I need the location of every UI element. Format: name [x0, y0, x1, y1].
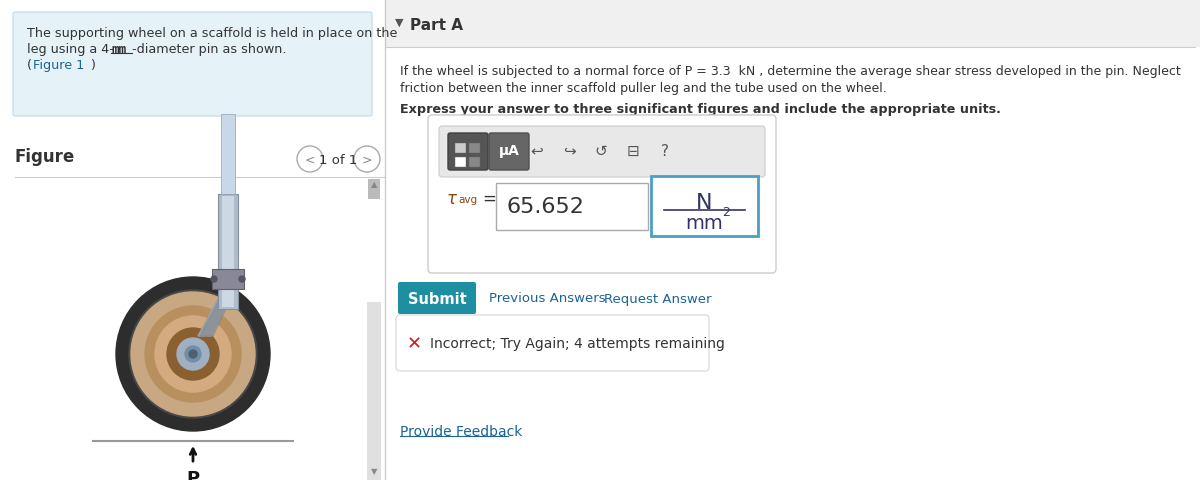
Text: ↪: ↪ [563, 143, 575, 158]
FancyBboxPatch shape [448, 134, 488, 171]
Text: ↺: ↺ [595, 143, 607, 158]
Circle shape [116, 277, 270, 431]
Bar [222, 197, 234, 307]
Text: leg using a 4-: leg using a 4- [28, 43, 114, 56]
Text: ✕: ✕ [407, 334, 421, 352]
Text: mm: mm [685, 214, 722, 232]
Text: >: > [361, 153, 372, 166]
Circle shape [130, 290, 257, 418]
Text: μA: μA [498, 144, 520, 157]
Circle shape [178, 338, 209, 370]
Text: If the wheel is subjected to a normal force of P = 3.3  kN , determine the avera: If the wheel is subjected to a normal fo… [400, 65, 1181, 78]
Bar [455, 157, 466, 168]
FancyBboxPatch shape [490, 134, 529, 171]
Circle shape [190, 350, 197, 358]
Text: τ: τ [446, 190, 457, 207]
Circle shape [239, 276, 245, 282]
Text: friction between the inner scaffold puller leg and the tube used on the wheel.: friction between the inner scaffold pull… [400, 82, 887, 95]
Text: ↩: ↩ [530, 143, 544, 158]
Text: ▲: ▲ [371, 180, 377, 189]
Bar [455, 144, 466, 154]
Circle shape [211, 276, 217, 282]
FancyBboxPatch shape [398, 282, 476, 314]
FancyBboxPatch shape [439, 127, 766, 178]
Polygon shape [200, 285, 238, 336]
Bar [367, 302, 382, 480]
Circle shape [131, 292, 256, 416]
Bar [469, 144, 480, 154]
Text: 65.652: 65.652 [508, 197, 584, 216]
Bar [385, 0, 1200, 48]
FancyBboxPatch shape [13, 13, 372, 117]
Circle shape [185, 346, 202, 362]
Circle shape [145, 306, 241, 402]
Text: Provide Feedback: Provide Feedback [400, 424, 522, 438]
Text: <: < [305, 153, 316, 166]
Text: 1 of 1: 1 of 1 [319, 153, 358, 166]
Text: Submit: Submit [408, 291, 467, 306]
Text: The supporting wheel on a scaffold is held in place on the: The supporting wheel on a scaffold is he… [28, 27, 397, 40]
Text: Request Answer: Request Answer [604, 292, 712, 305]
Text: -diameter pin as shown.: -diameter pin as shown. [132, 43, 287, 56]
Circle shape [167, 328, 220, 380]
Text: P: P [186, 469, 199, 480]
Text: ): ) [90, 59, 95, 72]
Text: (: ( [28, 59, 32, 72]
FancyBboxPatch shape [650, 177, 758, 237]
FancyBboxPatch shape [428, 116, 776, 274]
Polygon shape [198, 285, 236, 336]
Bar [218, 194, 238, 309]
Text: Incorrect; Try Again; 4 attempts remaining: Incorrect; Try Again; 4 attempts remaini… [430, 336, 725, 350]
Text: avg: avg [458, 194, 478, 204]
Text: Figure 1: Figure 1 [34, 59, 84, 72]
Bar [368, 180, 380, 200]
Circle shape [155, 316, 230, 392]
Text: 2: 2 [722, 205, 730, 218]
Bar [212, 269, 244, 289]
Text: ▼: ▼ [371, 466, 377, 475]
Text: N: N [696, 192, 713, 213]
Text: Figure: Figure [14, 148, 76, 166]
Bar [469, 157, 480, 168]
Text: ?: ? [661, 143, 670, 158]
Text: ▼: ▼ [395, 18, 403, 28]
Text: Previous Answers: Previous Answers [490, 292, 606, 305]
Bar [221, 115, 235, 194]
FancyBboxPatch shape [496, 184, 648, 230]
Text: mm: mm [112, 43, 126, 56]
Text: =: = [482, 190, 496, 207]
Text: ⊟: ⊟ [626, 143, 640, 158]
Text: Express your answer to three significant figures and include the appropriate uni: Express your answer to three significant… [400, 103, 1001, 116]
FancyBboxPatch shape [396, 315, 709, 371]
Text: Part A: Part A [410, 18, 463, 33]
